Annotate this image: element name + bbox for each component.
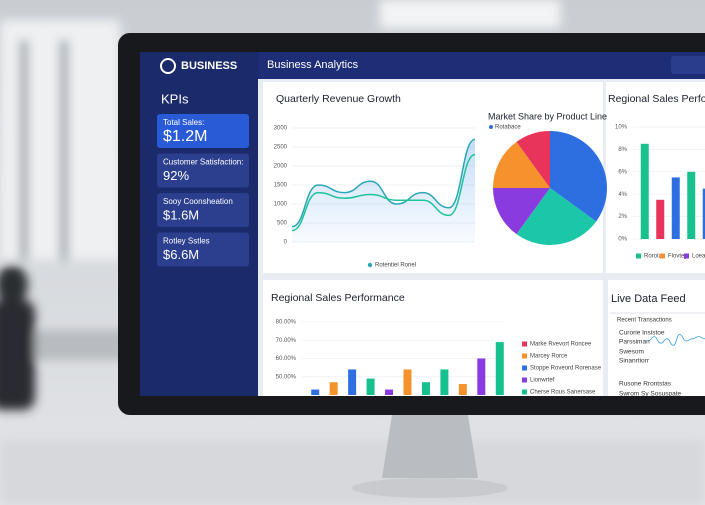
bar (440, 369, 449, 395)
sidebar-title: KPIs (161, 91, 189, 106)
y-tick-label: 3000 (274, 126, 288, 132)
kpi-card (157, 114, 249, 148)
bar (366, 378, 375, 395)
pie-slice (493, 188, 550, 235)
y-tick-label: 2500 (274, 145, 288, 151)
line (647, 333, 705, 346)
y-tick-label: 80.00% (276, 320, 297, 326)
line (291, 138, 476, 228)
y-tick-label: 500 (277, 221, 288, 227)
bar (640, 143, 649, 239)
y-tick-label: 1500 (274, 183, 288, 189)
y-tick-label: 0% (618, 237, 627, 243)
feed-item: Parssiman (619, 339, 650, 346)
legend-swatch (660, 253, 665, 259)
chart-title: Quarterly Revenue Growth (276, 93, 401, 105)
legend-label: Marke Rvevort Roncee (530, 342, 592, 348)
legend-swatch (522, 389, 527, 395)
legend-label: Marcey Rorce (530, 354, 568, 360)
kpi-value: $6.6M (163, 247, 199, 262)
user-button[interactable] (671, 56, 705, 74)
bar (702, 188, 705, 239)
y-tick-label: 50.00% (276, 374, 297, 380)
legend-swatch (522, 377, 527, 383)
y-tick-label: 6% (618, 169, 627, 175)
chart-title: Market Share by Product Line (488, 111, 607, 121)
legend-label: Rotabace (495, 125, 521, 131)
bar (495, 342, 504, 395)
y-tick-label: 60.00% (276, 356, 297, 362)
pie-slice (550, 131, 607, 222)
legend-label: Flovtey (668, 254, 687, 260)
legend-swatch (522, 365, 527, 371)
bar (348, 369, 357, 395)
y-tick-label: 4% (618, 192, 627, 198)
feed-item: Swesom (619, 349, 644, 356)
legend-label: Rotentiel Ronel (375, 263, 416, 269)
feed-subtitle: Recent Transactions (617, 318, 672, 324)
line (291, 153, 476, 232)
brand: BUSINESS (181, 60, 237, 72)
bar (458, 384, 467, 395)
feed-item: Curorie Insistoe (619, 330, 665, 337)
y-tick-label: 2000 (274, 164, 288, 170)
kpi-card (157, 153, 249, 188)
legend-swatch (522, 341, 527, 347)
y-tick-label: 1000 (274, 202, 288, 208)
bar (477, 358, 486, 395)
kpi-value: $1.6M (163, 207, 199, 222)
kpi-label: Sooy Coonsheation (163, 197, 233, 206)
legend-label: Rorotan (644, 254, 665, 260)
pie-slice (516, 188, 597, 245)
y-tick-label: 8% (618, 147, 627, 153)
kpi-value: 92% (163, 168, 189, 183)
pie-slice (516, 131, 550, 188)
feed-item: Swrom Sy Sosuspate (619, 391, 682, 398)
kpi-card (157, 232, 249, 267)
feed-item: Sinanrtiorr (619, 358, 650, 365)
area (292, 139, 475, 242)
brand-logo (160, 58, 176, 74)
y-tick-label: 0 (284, 240, 288, 246)
kpi-label: Rotley Sstles (163, 237, 210, 246)
legend-swatch (684, 253, 689, 259)
y-tick-label: 70.00% (276, 338, 297, 344)
legend-label: Stoppe Roveord Rorenase (530, 366, 602, 372)
bar (311, 389, 320, 395)
chart-title: Regional Sales Performance (271, 292, 405, 304)
chart-title: Regional Sales Performance (608, 93, 705, 105)
legend-label: Loeae (692, 254, 705, 260)
kpi-label: Total Sales: (163, 118, 204, 127)
kpi-label: Customer Satisfaction: (163, 158, 243, 167)
kpi-card (157, 193, 249, 227)
bar (671, 177, 680, 239)
dashboard: BUSINESS Business Analytics KPIs Total S… (140, 52, 705, 398)
header-title: Business Analytics (267, 59, 359, 71)
header-bar (258, 52, 705, 79)
monitor-base (352, 478, 508, 498)
legend-label: Lionwrtef (530, 378, 555, 384)
kpi-value: $1.2M (163, 128, 207, 145)
pie-slice (493, 141, 550, 188)
bar (385, 389, 394, 395)
legend-label: Cherse Rous Sanersase (530, 390, 596, 396)
panel-title: Live Data Feed (611, 293, 686, 305)
legend-swatch (367, 262, 373, 268)
monitor-stand (382, 415, 478, 478)
bar (687, 171, 696, 239)
y-tick-label: 2% (618, 214, 627, 220)
legend-swatch (522, 353, 527, 359)
bar (421, 382, 430, 395)
legend-swatch (489, 125, 493, 129)
legend-swatch (636, 253, 641, 259)
bar (656, 199, 665, 239)
y-tick-label: 10% (615, 125, 628, 131)
feed-item: Rusone Rrontstas (619, 381, 672, 388)
bar (329, 382, 338, 395)
bar (403, 369, 412, 395)
